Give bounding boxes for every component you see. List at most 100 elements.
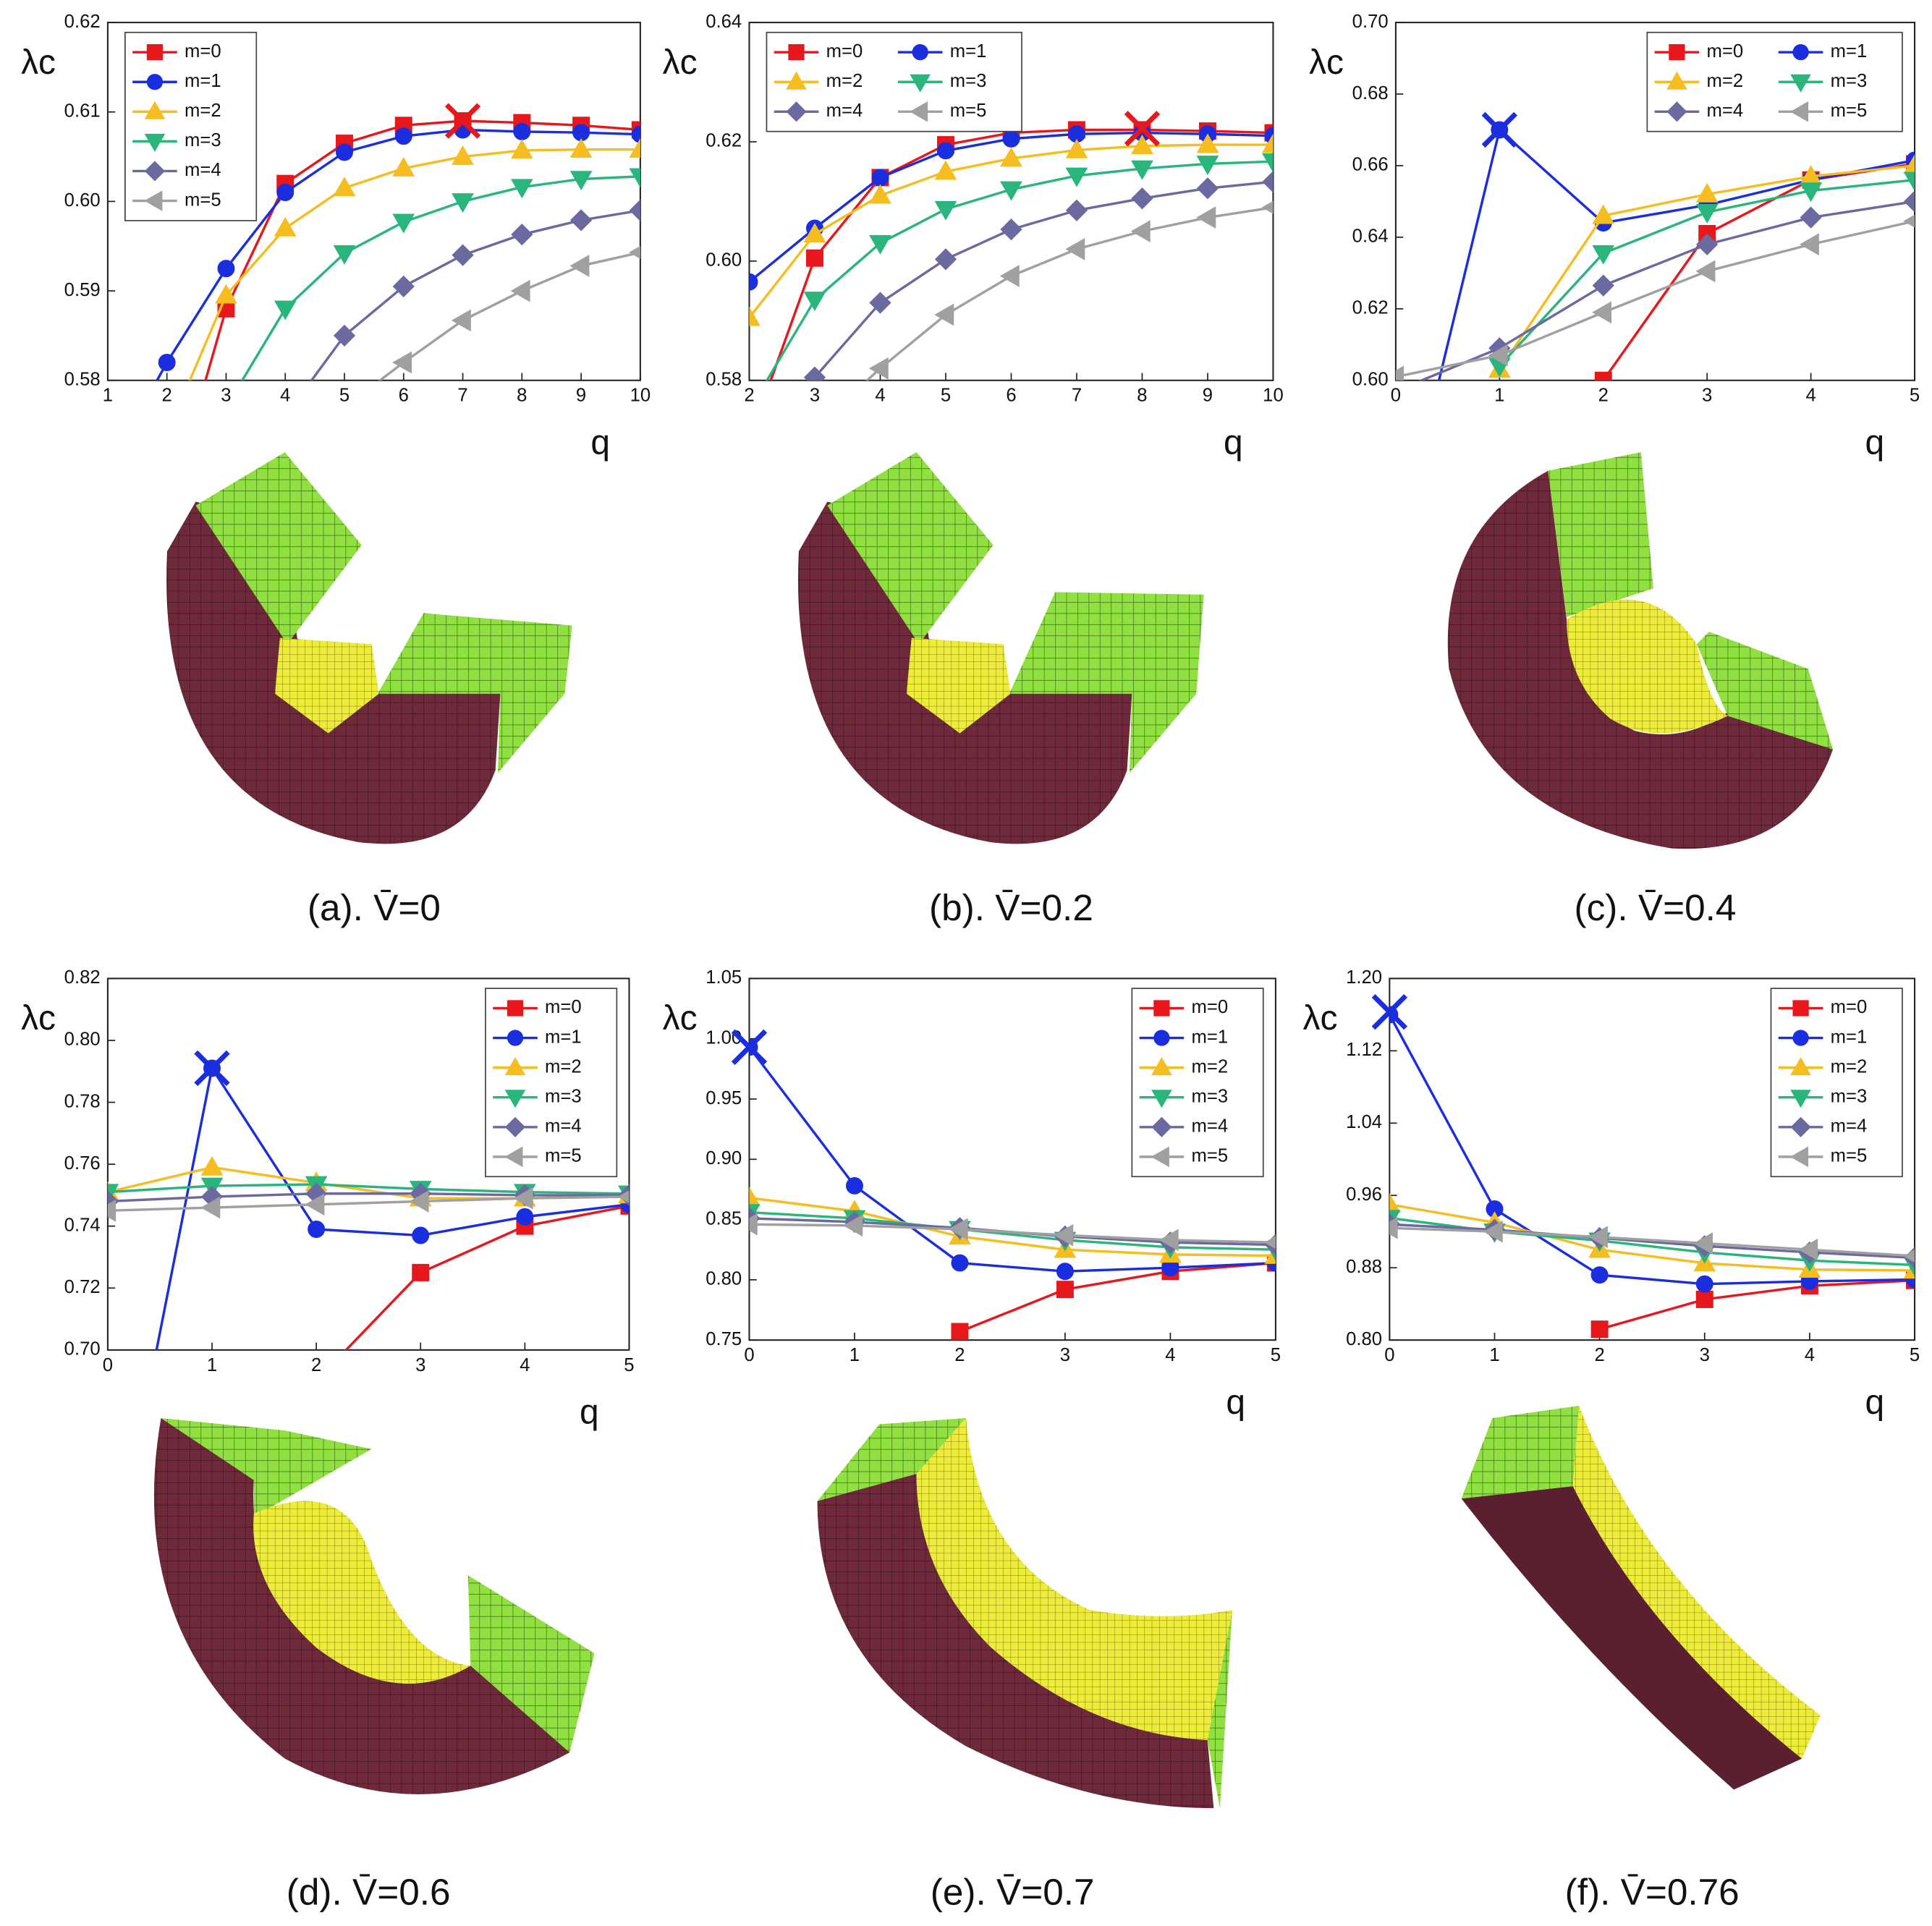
x-tick-label: 9	[576, 386, 586, 406]
marker	[100, 641, 116, 657]
marker	[629, 168, 640, 188]
x-tick-label: 0	[103, 1355, 113, 1375]
series-line	[107, 1195, 630, 1213]
marker	[504, 1116, 526, 1137]
x-axis-label: q	[1865, 1383, 1885, 1422]
series-line	[155, 1065, 630, 1350]
y-axis-label: λc	[1303, 999, 1338, 1038]
marker	[100, 462, 116, 478]
marker	[1695, 260, 1716, 283]
x-tick-label: 6	[399, 386, 409, 406]
x-tick-label: 5	[1271, 1345, 1281, 1365]
marker	[1196, 177, 1219, 200]
marker	[869, 292, 891, 314]
series-line	[107, 1183, 630, 1195]
y-axis-label: λc	[21, 999, 56, 1038]
marker	[305, 1193, 325, 1216]
marker	[629, 199, 640, 221]
marker	[1131, 187, 1153, 210]
marker	[392, 351, 412, 374]
marker	[1151, 1090, 1172, 1108]
y-tick-label: 0.62	[64, 12, 101, 32]
x-tick-label: 2	[1598, 386, 1609, 406]
marker	[1056, 1263, 1074, 1281]
x-tick-label: 5	[1910, 386, 1920, 406]
marker	[629, 138, 640, 158]
y-tick-label: 0.75	[706, 1329, 742, 1349]
legend-label: m=1	[545, 1027, 582, 1047]
marker	[910, 74, 931, 93]
legend-label: m=3	[950, 71, 987, 91]
marker	[1002, 130, 1020, 148]
x-tick-label: 0	[1384, 1345, 1394, 1365]
x-tick-label: 2	[162, 386, 172, 406]
marker	[1395, 365, 1404, 381]
legend-label: m=1	[185, 71, 221, 91]
marker	[157, 424, 177, 441]
series-line	[1437, 127, 1915, 381]
y-tick-label: 1.00	[706, 1027, 742, 1048]
marker	[1065, 167, 1088, 187]
marker	[276, 184, 295, 202]
highlight-cross	[1124, 111, 1161, 147]
x-tick-label: 0	[744, 1345, 754, 1365]
marker	[1153, 1000, 1170, 1017]
legend-box	[124, 31, 258, 221]
legend-label: m=2	[545, 1056, 582, 1077]
highlight-cross	[1371, 993, 1408, 1030]
marker	[1695, 1275, 1713, 1293]
marker	[1790, 101, 1809, 122]
legend-label: m=3	[545, 1086, 582, 1106]
x-tick-label: 4	[1805, 386, 1816, 406]
marker	[336, 143, 353, 161]
series-line	[959, 1261, 1276, 1333]
caption: (d). V̄=0.6	[287, 1871, 451, 1912]
x-tick-label: 3	[1700, 1345, 1710, 1365]
x-tick-label: 8	[1137, 386, 1147, 406]
marker	[107, 1199, 116, 1222]
y-tick-label: 0.80	[64, 1030, 101, 1050]
marker	[217, 260, 235, 278]
marker	[333, 324, 356, 347]
y-tick-label: 0.80	[1346, 1329, 1382, 1349]
x-tick-label: 1	[1489, 1345, 1499, 1365]
marker	[749, 273, 758, 291]
marker	[1666, 101, 1687, 122]
marker	[146, 74, 164, 90]
marker	[569, 209, 593, 232]
series-line	[378, 251, 640, 381]
y-tick-label: 0.85	[706, 1208, 742, 1229]
x-tick-label: 4	[280, 386, 290, 406]
y-tick-label: 0.95	[706, 1088, 742, 1108]
marker	[868, 357, 889, 380]
marker	[504, 1090, 526, 1108]
legend-label: m=3	[1831, 71, 1868, 91]
marker	[629, 245, 640, 259]
x-axis-label: q	[580, 1393, 599, 1432]
series-line	[204, 119, 640, 381]
marker	[1000, 147, 1022, 167]
legend-label: m=2	[1191, 1056, 1228, 1077]
marker	[1790, 1146, 1809, 1168]
x-axis-label: q	[1865, 423, 1885, 462]
marker	[843, 1214, 863, 1237]
legend-label: m=1	[1831, 1027, 1868, 1047]
legend-label: m=2	[1831, 1056, 1868, 1077]
legend-label: m=5	[1831, 1146, 1868, 1166]
series-group	[1389, 1006, 1915, 1339]
x-tick-label: 2	[1594, 1345, 1604, 1365]
y-tick-label: 0.72	[64, 1277, 101, 1297]
marker	[1483, 1220, 1503, 1243]
marker	[1488, 344, 1508, 367]
marker	[392, 275, 415, 297]
marker	[934, 303, 954, 326]
marker	[1389, 1193, 1401, 1213]
render-f	[1461, 1405, 1821, 1790]
x-tick-label: 3	[221, 386, 231, 406]
marker	[1262, 133, 1274, 153]
x-tick-label: 3	[415, 1355, 425, 1375]
series-line	[865, 205, 1274, 381]
marker	[333, 245, 356, 265]
y-tick-label: 1.12	[1346, 1040, 1382, 1060]
marker	[513, 122, 531, 140]
